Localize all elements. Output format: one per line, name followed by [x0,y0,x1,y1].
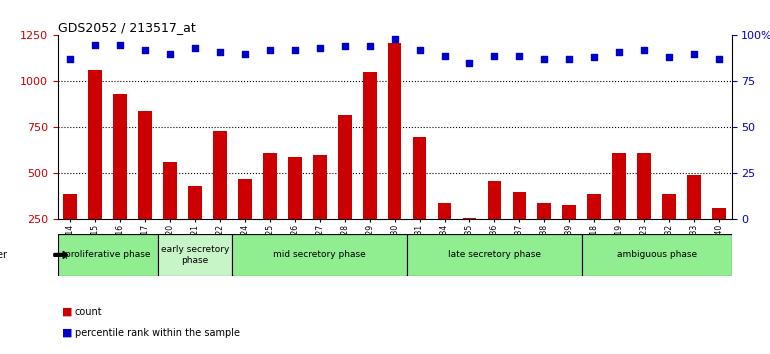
Bar [89,70,102,219]
Bar [363,72,377,219]
Bar [139,111,152,219]
Bar [537,203,551,219]
Text: late secretory phase: late secretory phase [448,250,541,259]
Point [488,53,500,58]
Bar [487,181,501,219]
Point [313,45,326,51]
Text: ■: ■ [62,307,72,316]
Bar [288,157,302,219]
Bar [687,175,701,219]
Text: GDS2052 / 213517_at: GDS2052 / 213517_at [58,21,196,34]
Point [663,55,675,60]
Bar [562,205,576,219]
Bar [233,234,407,276]
Text: early secretory
phase: early secretory phase [161,245,229,264]
Text: mid secretory phase: mid secretory phase [273,250,367,259]
Point [139,47,151,53]
Bar [213,131,227,219]
Bar [413,137,427,219]
Point [214,49,226,55]
Point [363,44,376,49]
Text: ambiguous phase: ambiguous phase [617,250,697,259]
Bar [662,194,676,219]
Point [514,53,526,58]
Point [239,51,251,57]
Point [89,42,102,47]
Point [263,47,276,53]
Bar [463,218,477,219]
Text: count: count [75,307,102,316]
Bar [407,234,582,276]
Text: other: other [0,250,8,260]
Point [688,51,700,57]
Bar [712,209,726,219]
Bar [113,94,127,219]
Point [563,57,575,62]
Bar [338,115,352,219]
Bar [588,194,601,219]
Bar [612,153,626,219]
Text: percentile rank within the sample: percentile rank within the sample [75,328,239,338]
Point [164,51,176,57]
Point [464,60,476,66]
Point [413,47,426,53]
Point [613,49,625,55]
Point [538,57,551,62]
Bar [263,153,276,219]
Bar [238,179,252,219]
Point [638,47,651,53]
Point [114,42,126,47]
Bar [158,234,233,276]
Bar [313,155,326,219]
Text: ■: ■ [62,328,72,338]
Bar [188,186,202,219]
Text: proliferative phase: proliferative phase [65,250,150,259]
Bar [58,234,158,276]
Point [588,55,601,60]
Point [289,47,301,53]
Point [64,57,76,62]
Bar [437,203,451,219]
Point [713,57,725,62]
Bar [388,43,401,219]
Bar [582,234,732,276]
Bar [638,153,651,219]
Bar [163,162,177,219]
Point [388,36,400,42]
Point [438,53,450,58]
Bar [63,194,77,219]
Point [189,45,201,51]
Bar [513,192,526,219]
Point [339,44,351,49]
